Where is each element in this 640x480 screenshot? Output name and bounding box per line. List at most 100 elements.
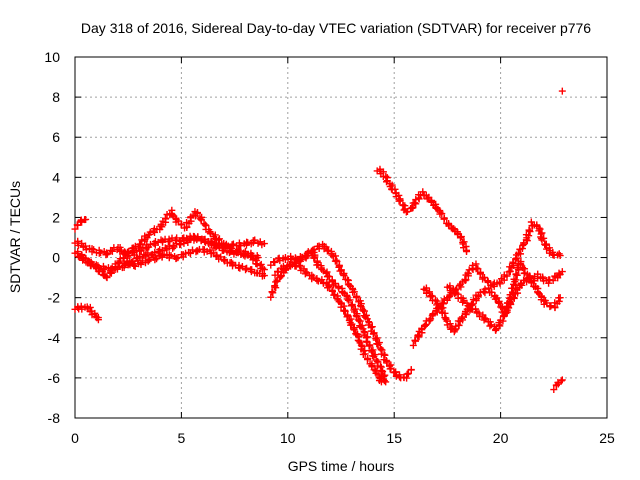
data-point bbox=[352, 294, 360, 302]
data-point bbox=[194, 233, 202, 241]
data-point bbox=[350, 288, 358, 296]
data-point bbox=[170, 243, 178, 251]
data-point bbox=[136, 240, 144, 248]
data-point bbox=[332, 256, 340, 264]
data-point bbox=[91, 309, 99, 317]
data-point bbox=[108, 267, 116, 275]
data-point bbox=[556, 252, 564, 260]
data-point bbox=[343, 313, 351, 321]
data-point bbox=[421, 321, 429, 329]
data-point bbox=[484, 277, 492, 285]
data-point bbox=[174, 217, 182, 225]
data-point bbox=[516, 259, 524, 267]
data-point bbox=[193, 210, 201, 218]
data-point bbox=[297, 266, 305, 274]
y-tick-label: 2 bbox=[52, 209, 60, 225]
data-point bbox=[543, 299, 551, 307]
data-point bbox=[459, 298, 467, 306]
data-point bbox=[341, 307, 349, 315]
y-tick-labels: -8 -6 -4 -2 0 2 4 6 8 10 bbox=[44, 49, 60, 426]
data-point bbox=[260, 240, 268, 248]
data-point bbox=[346, 296, 354, 304]
data-point bbox=[243, 264, 251, 272]
data-point bbox=[449, 285, 457, 293]
data-point bbox=[336, 267, 344, 275]
x-tick-label: 25 bbox=[599, 430, 615, 446]
data-point bbox=[125, 247, 133, 255]
data-point bbox=[124, 248, 132, 256]
data-point bbox=[368, 323, 376, 331]
data-point bbox=[370, 352, 378, 360]
data-point bbox=[408, 203, 416, 211]
data-point bbox=[542, 241, 550, 249]
data-point bbox=[546, 276, 554, 284]
data-point bbox=[463, 248, 471, 256]
data-point bbox=[391, 369, 399, 377]
data-point bbox=[419, 188, 427, 196]
data-point bbox=[461, 276, 469, 284]
data-point bbox=[86, 258, 94, 266]
data-point bbox=[525, 226, 533, 234]
data-point bbox=[425, 288, 433, 296]
data-point bbox=[162, 215, 170, 223]
y-tick-label: -6 bbox=[48, 370, 61, 386]
data-point bbox=[474, 265, 482, 273]
data-point bbox=[348, 320, 356, 328]
data-point bbox=[248, 266, 256, 274]
data-point bbox=[134, 244, 142, 252]
data-point bbox=[221, 255, 229, 263]
data-point bbox=[311, 253, 319, 261]
y-tick-label: 4 bbox=[52, 169, 60, 185]
data-point bbox=[377, 378, 385, 386]
data-point bbox=[550, 386, 558, 394]
data-point bbox=[455, 321, 463, 329]
x-tick-label: 15 bbox=[386, 430, 402, 446]
data-point bbox=[485, 284, 493, 292]
data-point bbox=[137, 260, 145, 268]
data-point bbox=[273, 277, 281, 285]
data-point bbox=[271, 258, 279, 266]
data-point bbox=[409, 341, 417, 349]
data-point bbox=[438, 210, 446, 218]
data-point bbox=[198, 235, 206, 243]
data-point bbox=[103, 249, 111, 257]
data-point bbox=[296, 263, 304, 271]
data-point bbox=[411, 199, 419, 207]
data-point bbox=[510, 294, 518, 302]
data-point bbox=[362, 337, 370, 345]
data-point bbox=[517, 280, 525, 288]
data-point bbox=[82, 242, 90, 250]
data-point bbox=[241, 252, 249, 260]
data-point bbox=[499, 312, 507, 320]
data-point bbox=[414, 331, 422, 339]
data-point bbox=[347, 315, 355, 323]
data-point bbox=[238, 262, 246, 270]
data-point bbox=[423, 195, 431, 203]
data-point bbox=[403, 370, 411, 378]
data-point bbox=[82, 215, 90, 223]
data-point bbox=[396, 196, 404, 204]
data-point bbox=[260, 266, 268, 274]
data-point bbox=[172, 239, 180, 247]
data-point bbox=[445, 220, 453, 228]
data-point bbox=[503, 272, 511, 280]
data-point bbox=[523, 275, 531, 283]
axis-ticks bbox=[74, 56, 608, 419]
data-point bbox=[445, 293, 453, 301]
y-tick-label: 8 bbox=[52, 89, 60, 105]
data-point bbox=[254, 254, 262, 262]
data-point bbox=[505, 304, 513, 312]
data-point bbox=[146, 240, 154, 248]
data-point bbox=[395, 197, 403, 205]
data-point bbox=[365, 342, 373, 350]
data-point bbox=[495, 299, 503, 307]
data-point bbox=[328, 287, 336, 295]
data-point bbox=[260, 272, 268, 280]
data-points bbox=[71, 87, 566, 394]
data-point bbox=[215, 235, 223, 243]
data-point bbox=[197, 216, 205, 224]
data-point bbox=[486, 322, 494, 330]
x-tick-labels: 0 5 10 15 20 25 bbox=[71, 430, 615, 446]
data-point bbox=[247, 251, 255, 259]
data-point bbox=[227, 247, 235, 255]
